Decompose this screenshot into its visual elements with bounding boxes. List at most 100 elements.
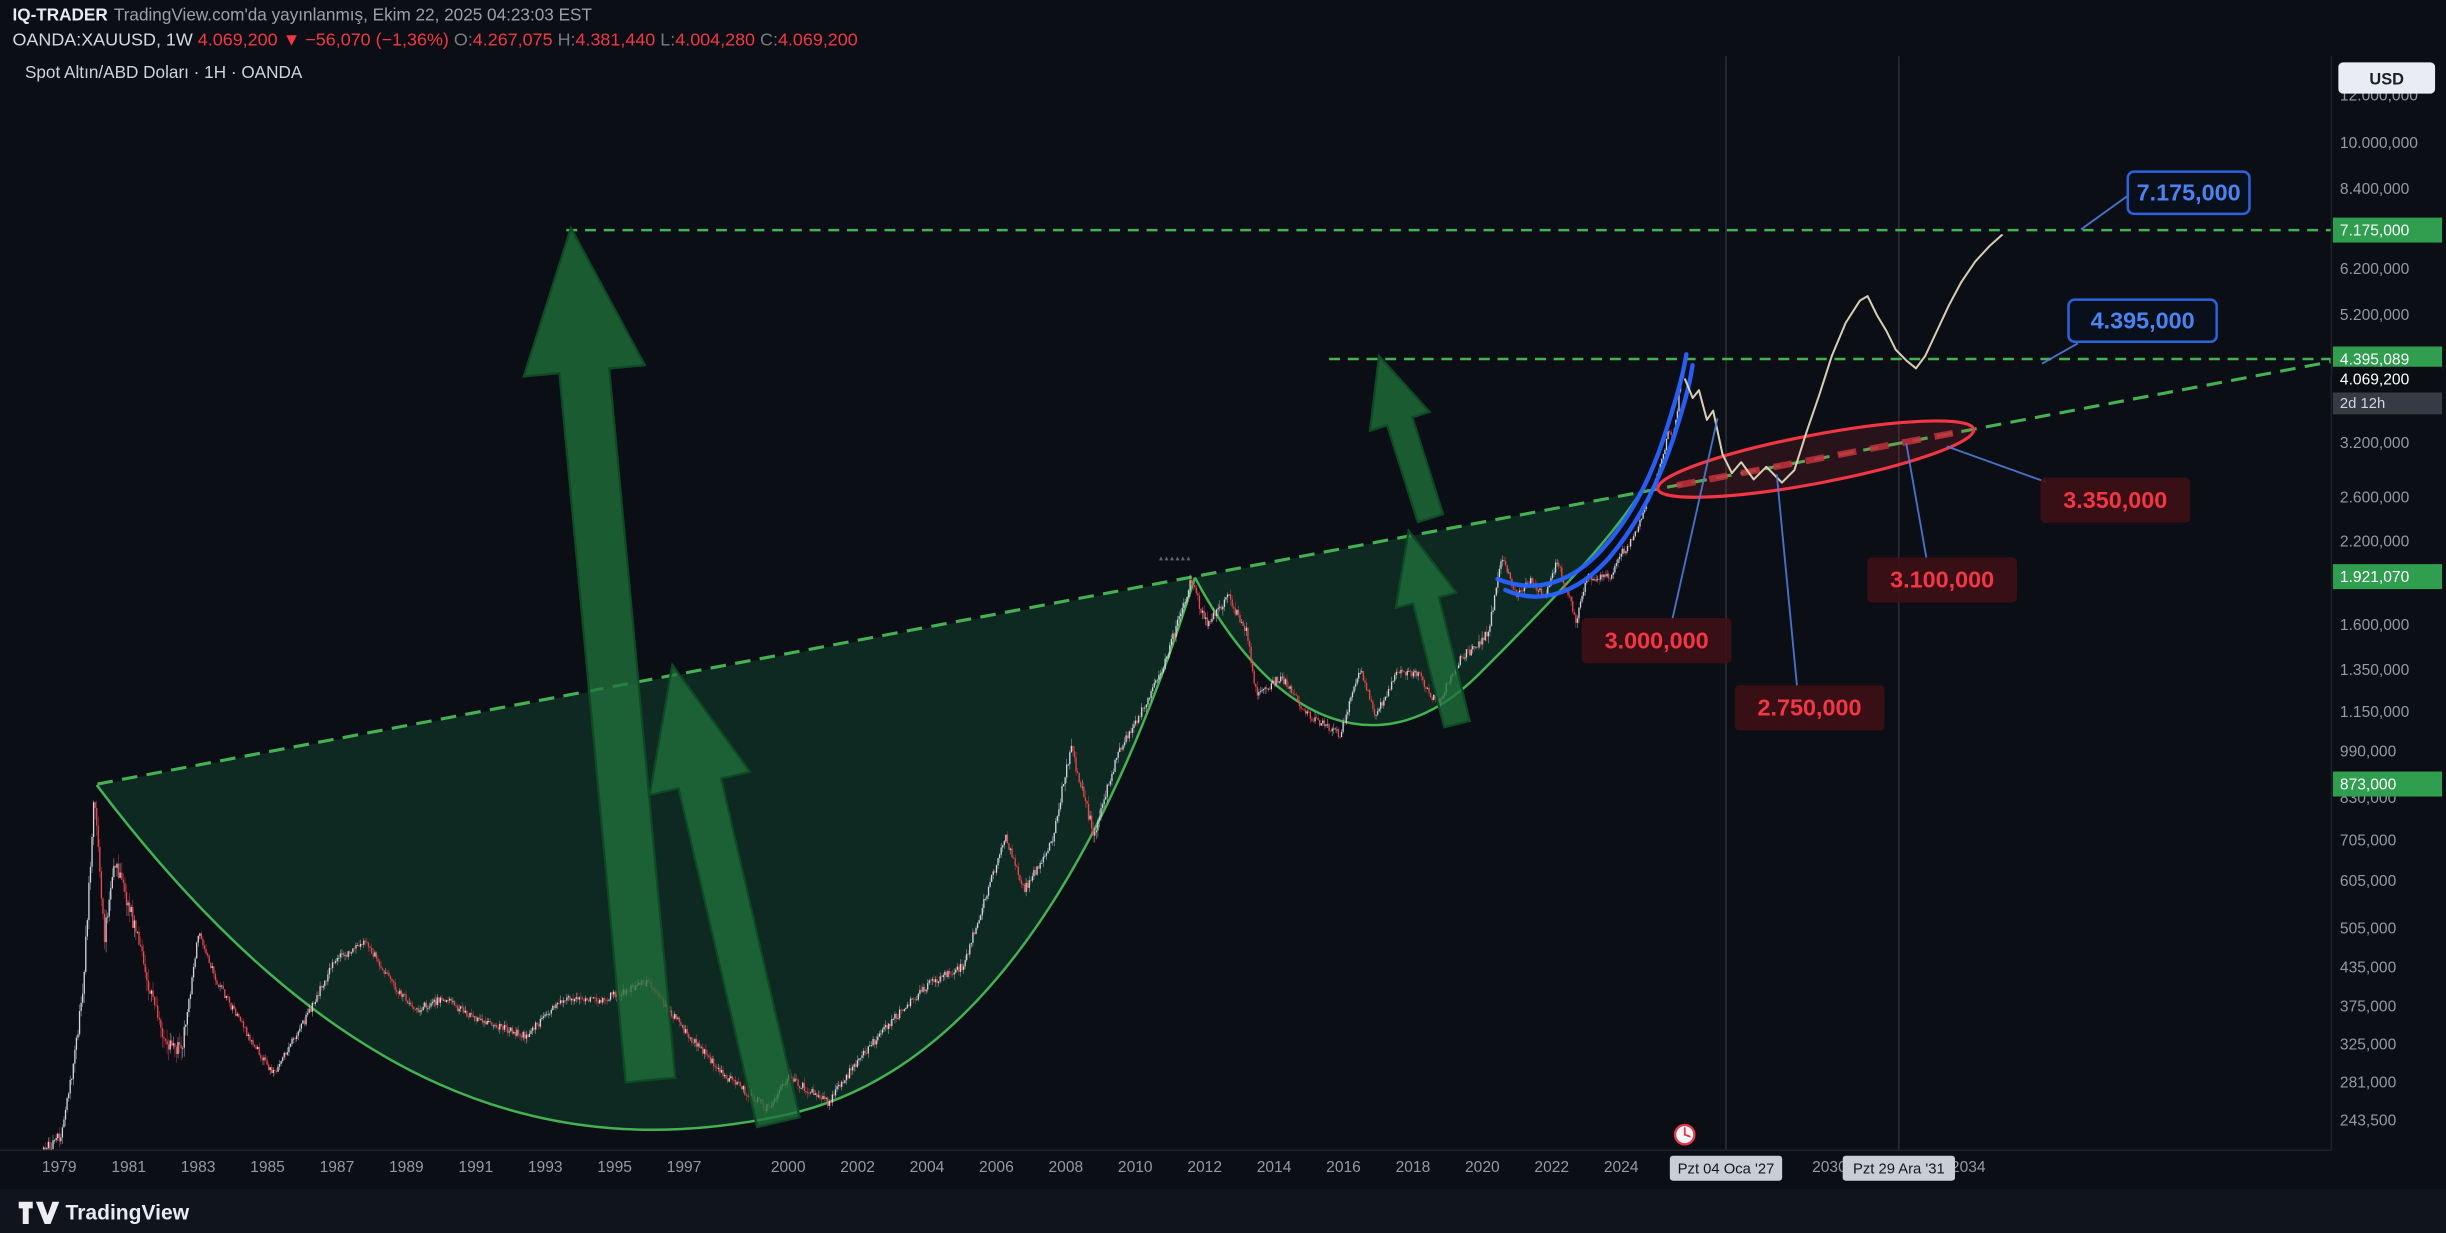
bar-countdown-box: [2332, 392, 2443, 415]
up-arrow: [522, 225, 677, 1084]
target-price-label-text: 4.395,000: [2091, 308, 2195, 334]
symbol-line-part: OANDA:XAUUSD, 1W: [12, 29, 197, 49]
time-tick-label: 2024: [1604, 1159, 1639, 1176]
price-tick-label: 505,000: [2340, 920, 2397, 937]
price-tick-label: 8.400,000: [2340, 181, 2410, 198]
label-connector-layer: [1671, 192, 2132, 687]
time-tick-label: 1983: [181, 1159, 216, 1176]
support-price-label-box[interactable]: [2040, 477, 2191, 523]
blue-trend-curve: [1503, 363, 1695, 599]
time-tick-label: 2030: [1812, 1159, 1847, 1176]
currency-toggle-button[interactable]: USD: [2338, 62, 2436, 94]
price-tick-label: 281,000: [2340, 1075, 2397, 1092]
grid-layer: [1725, 56, 1900, 1151]
target-price-label-box[interactable]: [2067, 298, 2218, 344]
price-line-label-text: 7.175,000: [2340, 223, 2410, 240]
price-tick-label: 375,000: [2340, 999, 2397, 1016]
time-tick-label: 2034: [1951, 1159, 1986, 1176]
date-tag-text: Pzt 04 Oca '27: [1678, 1162, 1775, 1178]
symbol-line-part: 4.069,200: [198, 29, 283, 49]
price-tick-label: 1.150,000: [2340, 704, 2410, 721]
date-tag-text: Pzt 29 Ara '31: [1853, 1162, 1945, 1178]
scales-layer: [0, 56, 2446, 1190]
symbol-line-part: L:: [660, 29, 675, 49]
support-zone-dashed-line: [1676, 429, 1959, 489]
price-line-label-box: [2332, 217, 2443, 243]
price-tick-label: 325,000: [2340, 1036, 2397, 1053]
symbol-line-part: H:: [558, 29, 576, 49]
support-zone-ellipse[interactable]: [1653, 405, 1978, 512]
price-tick-label: 990,000: [2340, 743, 2397, 760]
date-tag-box: [1842, 1155, 1956, 1181]
up-arrows-layer: [522, 225, 1472, 1129]
target-price-label-4395[interactable]: 4.395,000: [2067, 298, 2218, 344]
support-price-label-box[interactable]: [1867, 557, 2018, 603]
price-tick-label: 2.600,000: [2340, 489, 2410, 506]
time-tick-label: 1989: [389, 1159, 424, 1176]
support-price-label-2750[interactable]: 2.750,000: [1734, 685, 1885, 731]
time-tick-label: 2012: [1187, 1159, 1222, 1176]
target-price-label-text: 7.175,000: [2137, 180, 2241, 206]
bar-countdown-text: 2d 12h: [2340, 396, 2385, 412]
price-tick-label: 5.200,000: [2340, 307, 2410, 324]
target-price-label-box[interactable]: [2126, 170, 2251, 216]
time-tick-label: 2004: [910, 1159, 945, 1176]
time-tick-label: 2016: [1326, 1159, 1361, 1176]
tradingview-logo-icon[interactable]: [18, 1201, 60, 1224]
publication-clock-icon: [1673, 1123, 1696, 1146]
price-scale-area[interactable]: 12.000,00010.000,0008.400,0006.200,0005.…: [2332, 87, 2443, 1129]
support-price-label-text: 3.100,000: [1890, 567, 1994, 593]
support-price-label-box[interactable]: [1734, 685, 1885, 731]
tradingview-brand-text[interactable]: TradingView: [66, 1202, 190, 1225]
support-price-label-3350[interactable]: 3.350,000: [2040, 477, 2191, 523]
symbol-line-part: C:: [760, 29, 778, 49]
ascending-trendline: [97, 359, 2334, 786]
time-scale-background: [0, 1150, 2446, 1190]
price-tick-label: 6.200,000: [2340, 261, 2410, 278]
price-line-label-box: [2332, 564, 2443, 590]
footer-bar: TradingView: [0, 1189, 2446, 1233]
price-line-label-text: 873,000: [2340, 776, 2397, 793]
support-price-label-3000[interactable]: 3.000,000: [1581, 618, 1732, 664]
price-tick-label: 10.000,000: [2340, 135, 2418, 152]
price-tick-label: 3.200,000: [2340, 435, 2410, 452]
price-tick-label: 243,500: [2340, 1112, 2397, 1129]
label-connector-line: [2041, 342, 2079, 365]
symbol-line-part: ▼ −56,070 (−1,36%): [283, 29, 454, 49]
symbol-line-part: O:: [454, 29, 473, 49]
label-connector-line: [1946, 445, 2047, 484]
projection-zigzag-path: [1684, 234, 2003, 484]
symbol-ohlc-line[interactable]: OANDA:XAUUSD, 1W 4.069,200 ▼ −56,070 (−1…: [12, 29, 857, 49]
label-connector-line: [1905, 443, 1928, 559]
time-tick-label: 1991: [458, 1159, 493, 1176]
time-tick-label: 1995: [597, 1159, 632, 1176]
time-tick-label: 2008: [1048, 1159, 1083, 1176]
support-price-label-text: 2.750,000: [1758, 695, 1862, 721]
time-tick-label: 2000: [771, 1159, 806, 1176]
chart-title: Spot Altın/ABD Doları · 1H · OANDA: [25, 62, 303, 82]
date-tag-box: [1669, 1155, 1783, 1181]
time-tick-label: 1979: [42, 1159, 77, 1176]
currency-toggle-label: USD: [2369, 70, 2404, 88]
support-price-label-text: 3.000,000: [1605, 627, 1709, 653]
time-scale-area[interactable]: 1979 1981 1983 1985 1987 1989 1991 1993 1995 1997…: [42, 1155, 1986, 1181]
time-tick-label: 2014: [1257, 1159, 1292, 1176]
support-price-label-box[interactable]: [1581, 618, 1732, 664]
support-price-label-text: 3.350,000: [2063, 487, 2167, 513]
symbol-line-part: 4.069,200: [778, 29, 858, 49]
target-price-label-7175[interactable]: 7.175,000: [2126, 170, 2251, 216]
currency-toggle-box[interactable]: [2338, 62, 2436, 94]
time-tick-label: 2002: [840, 1159, 875, 1176]
symbol-line-part: 4.004,280: [675, 29, 760, 49]
time-tick-label: 1981: [111, 1159, 146, 1176]
price-line-label-box: [2332, 771, 2443, 797]
down-candle-bodies: [44, 370, 1685, 1151]
time-tick-label: 2010: [1118, 1159, 1153, 1176]
byline-author: IQ-TRADER: [12, 4, 108, 24]
support-price-label-3100[interactable]: 3.100,000: [1867, 557, 2018, 603]
support-zone-layer: [1653, 405, 1978, 512]
price-tick-label: 2.200,000: [2340, 533, 2410, 550]
symbol-line-part: 4.267,075: [473, 29, 558, 49]
